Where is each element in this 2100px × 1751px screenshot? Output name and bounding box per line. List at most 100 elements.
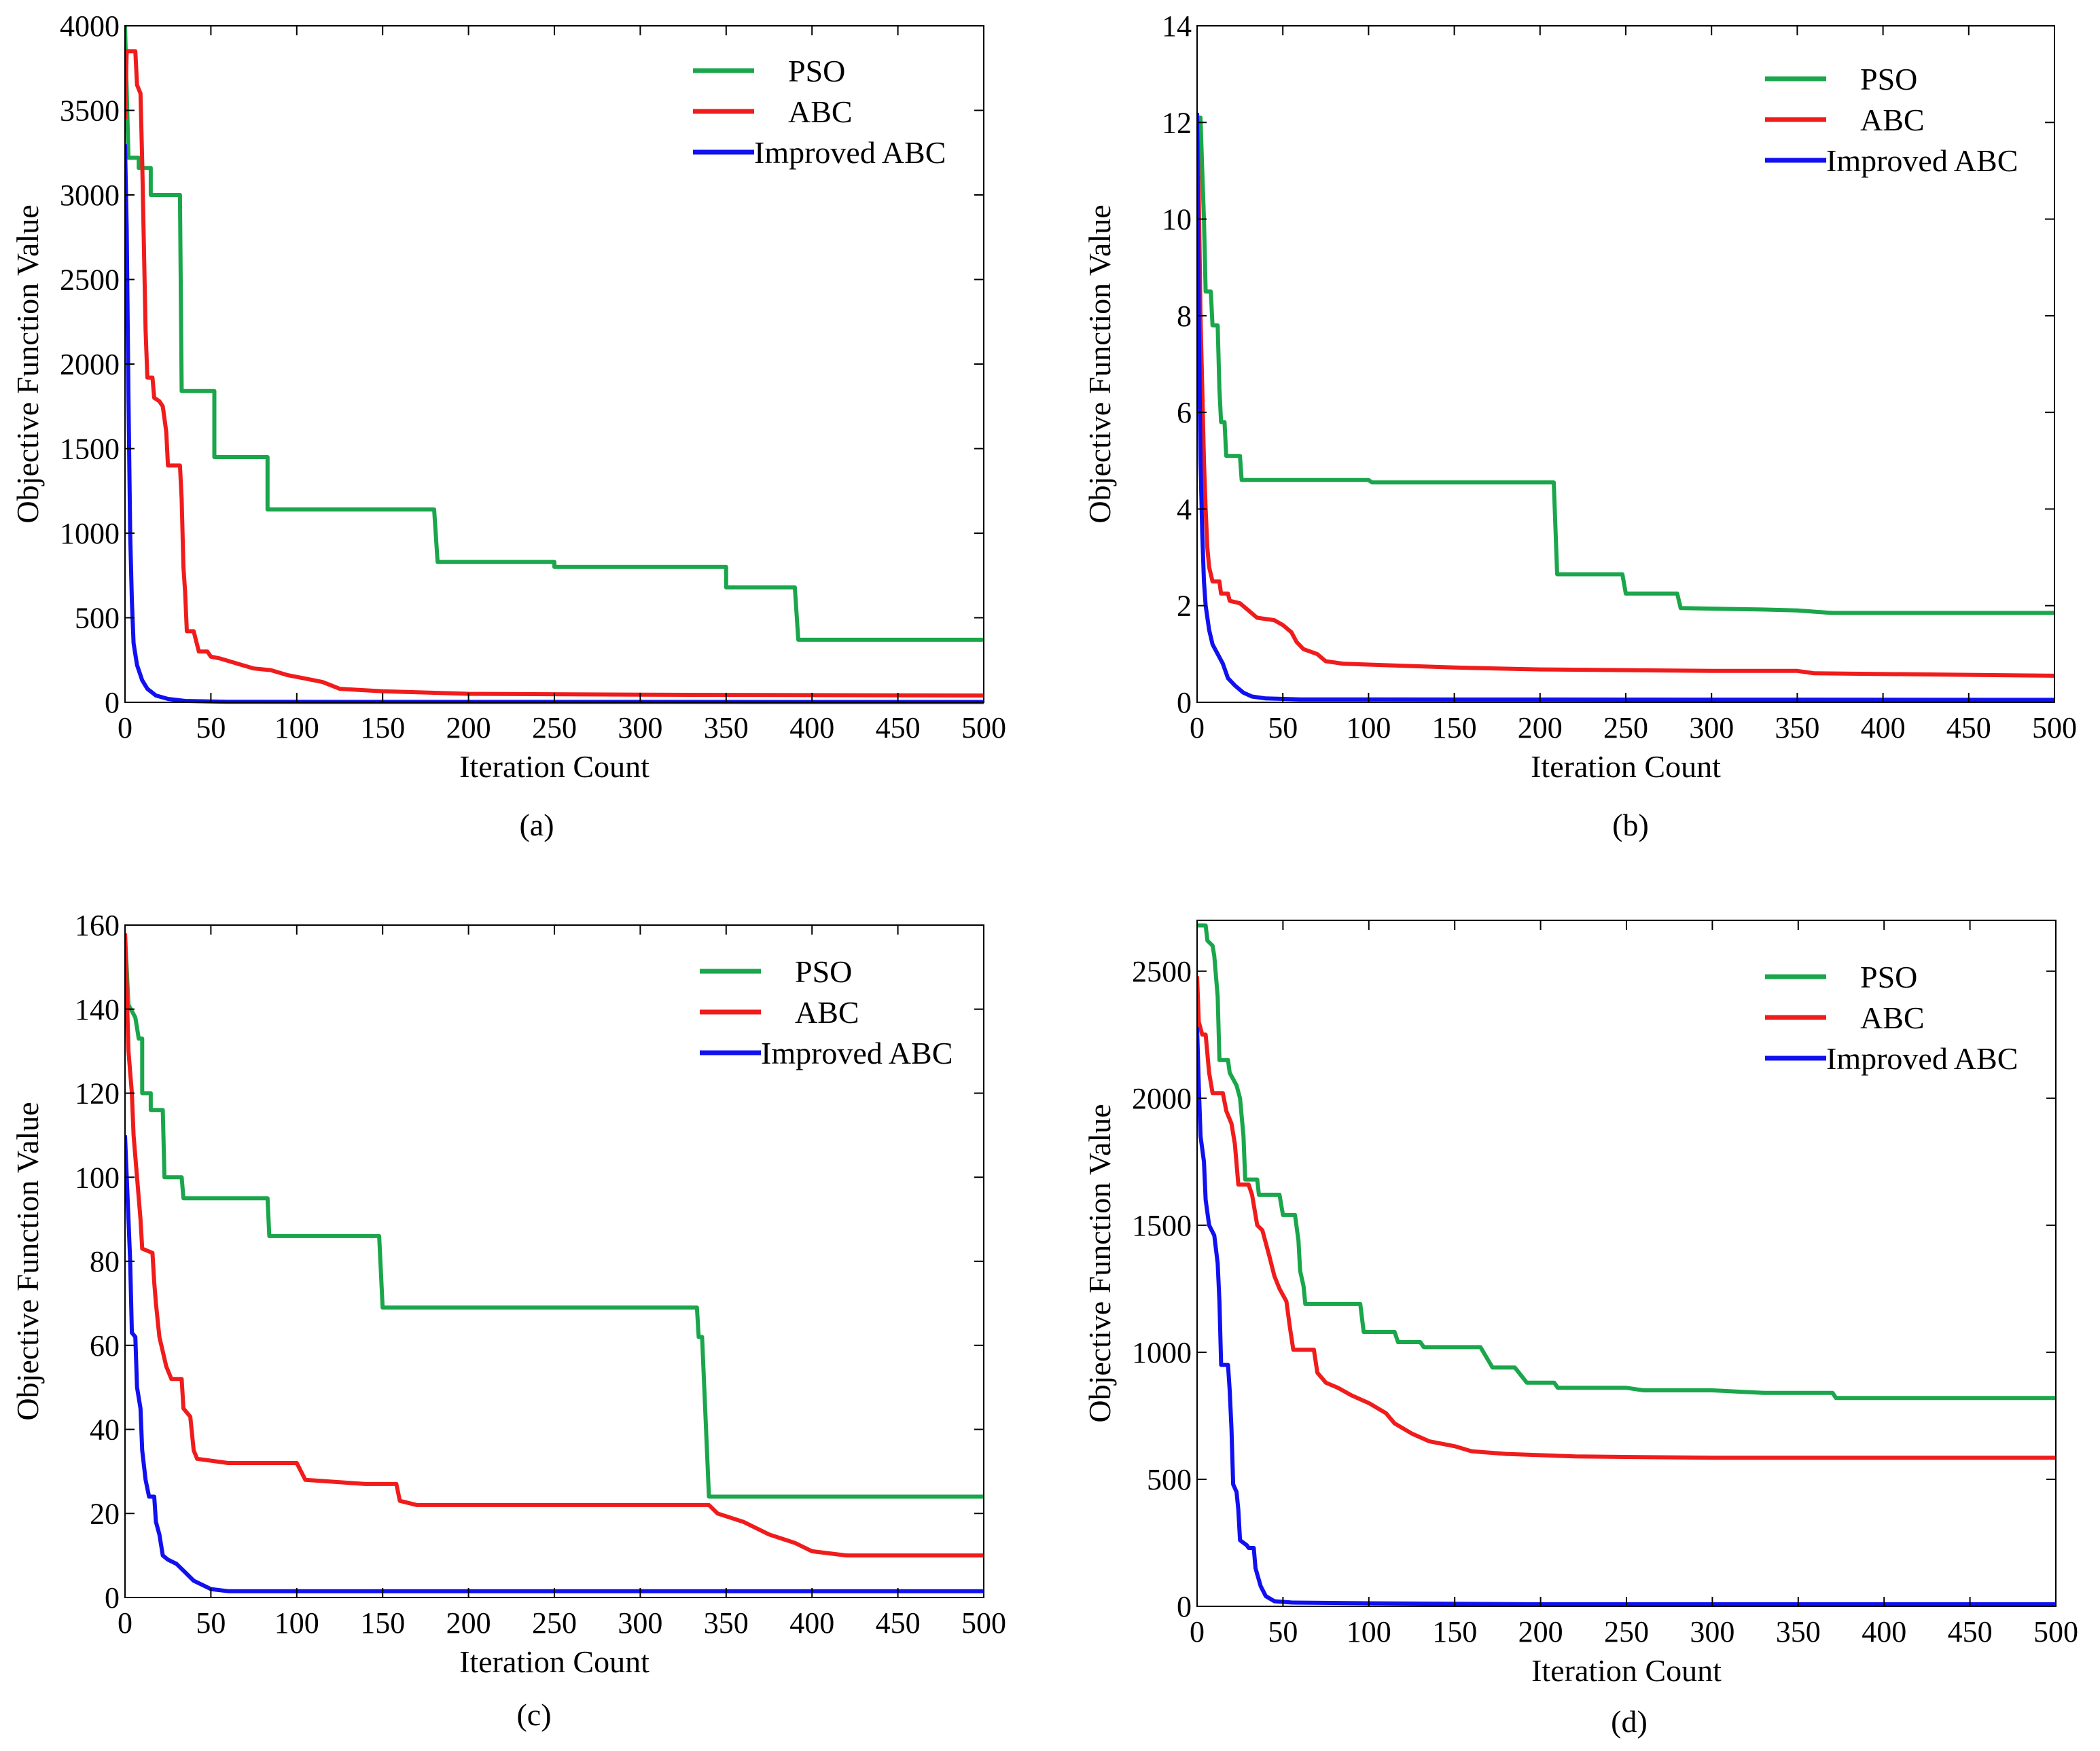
- plot-frame: [1196, 25, 2055, 703]
- y-tick-label: 0: [105, 1581, 120, 1614]
- chart-panel-c: 0 50 100 150 200 250 300 350 400 450 500 0 20 40 60 80 1…: [10, 909, 1006, 1732]
- x-tick-label: 400: [1861, 711, 1906, 744]
- plot-frame: [1196, 920, 2057, 1607]
- panel-caption: (a): [519, 808, 554, 842]
- series-line-pso: [1197, 923, 2056, 1401]
- x-tick-label: 150: [1432, 711, 1477, 744]
- y-tick-label: 8: [1177, 300, 1192, 333]
- x-tick-label: 500: [2032, 711, 2077, 744]
- x-tick-label: 150: [1432, 1615, 1477, 1648]
- y-tick-label: 140: [75, 993, 120, 1026]
- x-tick-label: 200: [446, 1606, 491, 1640]
- x-tick-label: 300: [1690, 1615, 1734, 1648]
- y-tick-label: 100: [75, 1161, 120, 1194]
- x-tick-label: 350: [1776, 1615, 1821, 1648]
- legend-label: ABC: [1860, 103, 1925, 137]
- legend-label: Improved ABC: [761, 1036, 953, 1070]
- x-tick-label: 250: [1604, 1615, 1649, 1648]
- x-tick-label: 100: [274, 1606, 319, 1640]
- legend: PSO ABC Improved ABC: [693, 54, 946, 170]
- x-axis-title: Iteration Count: [1531, 1653, 1722, 1688]
- x-axis-title: Iteration Count: [459, 1644, 649, 1679]
- y-tick-label: 40: [90, 1413, 120, 1447]
- x-tick-label: 300: [618, 1606, 662, 1640]
- panel-caption: (b): [1612, 808, 1649, 842]
- x-tick-label: 250: [1603, 711, 1648, 744]
- x-tick-label: 0: [118, 711, 132, 744]
- y-tick-label: 4000: [60, 10, 120, 43]
- y-tick-label: 20: [90, 1497, 120, 1530]
- legend-label: ABC: [788, 94, 853, 129]
- legend-label: Improved ABC: [754, 135, 946, 170]
- x-tick-label: 350: [704, 1606, 749, 1640]
- y-tick-label: 500: [1147, 1463, 1192, 1496]
- legend: PSO ABC Improved ABC: [1765, 62, 2018, 178]
- series-line-abc: [1197, 976, 2056, 1460]
- y-tick-label: 0: [1177, 686, 1192, 719]
- x-tick-label: 450: [876, 711, 921, 744]
- x-tick-label: 250: [532, 1606, 577, 1640]
- y-tick-label: 1000: [1132, 1336, 1192, 1369]
- legend-label: Improved ABC: [1826, 1041, 2018, 1076]
- x-tick-label: 50: [1268, 1615, 1298, 1648]
- x-tick-label: 500: [2033, 1615, 2078, 1648]
- x-tick-label: 500: [961, 1606, 1006, 1640]
- y-tick-label: 3000: [60, 179, 120, 212]
- y-tick-label: 14: [1162, 10, 1192, 43]
- y-tick-label: 12: [1162, 106, 1192, 139]
- legend-label: PSO: [788, 54, 845, 88]
- x-tick-label: 50: [196, 1606, 226, 1640]
- chart-panel-b: 0 50 100 150 200 250 300 350 400 450 500 0 2 4 6 8 10 12 1…: [1082, 10, 2077, 842]
- x-tick-label: 350: [1775, 711, 1819, 744]
- series-line-improved-abc: [125, 144, 984, 704]
- legend-label: ABC: [795, 995, 859, 1030]
- y-tick-label: 0: [105, 686, 120, 719]
- y-tick-label: 1000: [60, 517, 120, 550]
- legend: PSO ABC Improved ABC: [700, 954, 953, 1070]
- series-group: [125, 25, 984, 704]
- legend-label: PSO: [1860, 960, 1917, 994]
- x-tick-label: 0: [118, 1606, 132, 1640]
- y-tick-label: 0: [1177, 1590, 1192, 1623]
- x-tick-label: 100: [1347, 1615, 1391, 1648]
- x-tick-label: 350: [704, 711, 749, 744]
- x-tick-label: 50: [1268, 711, 1298, 744]
- series-line-pso: [125, 933, 984, 1499]
- series-line-abc: [125, 933, 984, 1558]
- y-tick-label: 6: [1177, 396, 1192, 429]
- x-tick-label: 200: [1518, 1615, 1563, 1648]
- series-group: [125, 933, 984, 1593]
- x-axis-title: Iteration Count: [1531, 749, 1721, 784]
- x-tick-label: 300: [1689, 711, 1734, 744]
- x-tick-label: 450: [1946, 711, 1991, 744]
- legend-label: PSO: [795, 954, 852, 989]
- x-tick-label: 100: [274, 711, 319, 744]
- series-line-improved-abc: [125, 1135, 984, 1593]
- y-tick-label: 2: [1177, 590, 1192, 623]
- x-tick-label: 0: [1190, 711, 1205, 744]
- y-tick-label: 10: [1162, 203, 1192, 236]
- y-axis-title: Objective Function Value: [1082, 1104, 1117, 1422]
- x-tick-label: 450: [876, 1606, 921, 1640]
- x-tick-label: 300: [618, 711, 662, 744]
- chart-panel-d: 0 50 100 150 200 250 300 350 400 450 500 0 500 1000 15…: [1082, 920, 2078, 1739]
- plot-frame: [124, 25, 984, 703]
- series-line-abc: [125, 49, 984, 698]
- x-tick-label: 100: [1346, 711, 1391, 744]
- x-tick-label: 400: [1862, 1615, 1906, 1648]
- y-tick-label: 1500: [60, 433, 120, 466]
- series-group: [1197, 113, 2054, 702]
- series-line-pso: [125, 25, 984, 642]
- y-tick-label: 2000: [60, 348, 120, 381]
- y-tick-label: 500: [75, 602, 120, 635]
- series-line-improved-abc: [1197, 1027, 2056, 1606]
- y-tick-label: 3500: [60, 94, 120, 128]
- y-tick-label: 2000: [1132, 1082, 1192, 1115]
- y-tick-label: 4: [1177, 492, 1192, 526]
- x-tick-label: 200: [1518, 711, 1563, 744]
- y-tick-label: 1500: [1132, 1209, 1192, 1242]
- y-tick-label: 120: [75, 1077, 120, 1111]
- x-tick-label: 0: [1190, 1615, 1205, 1648]
- series-group: [1197, 923, 2056, 1606]
